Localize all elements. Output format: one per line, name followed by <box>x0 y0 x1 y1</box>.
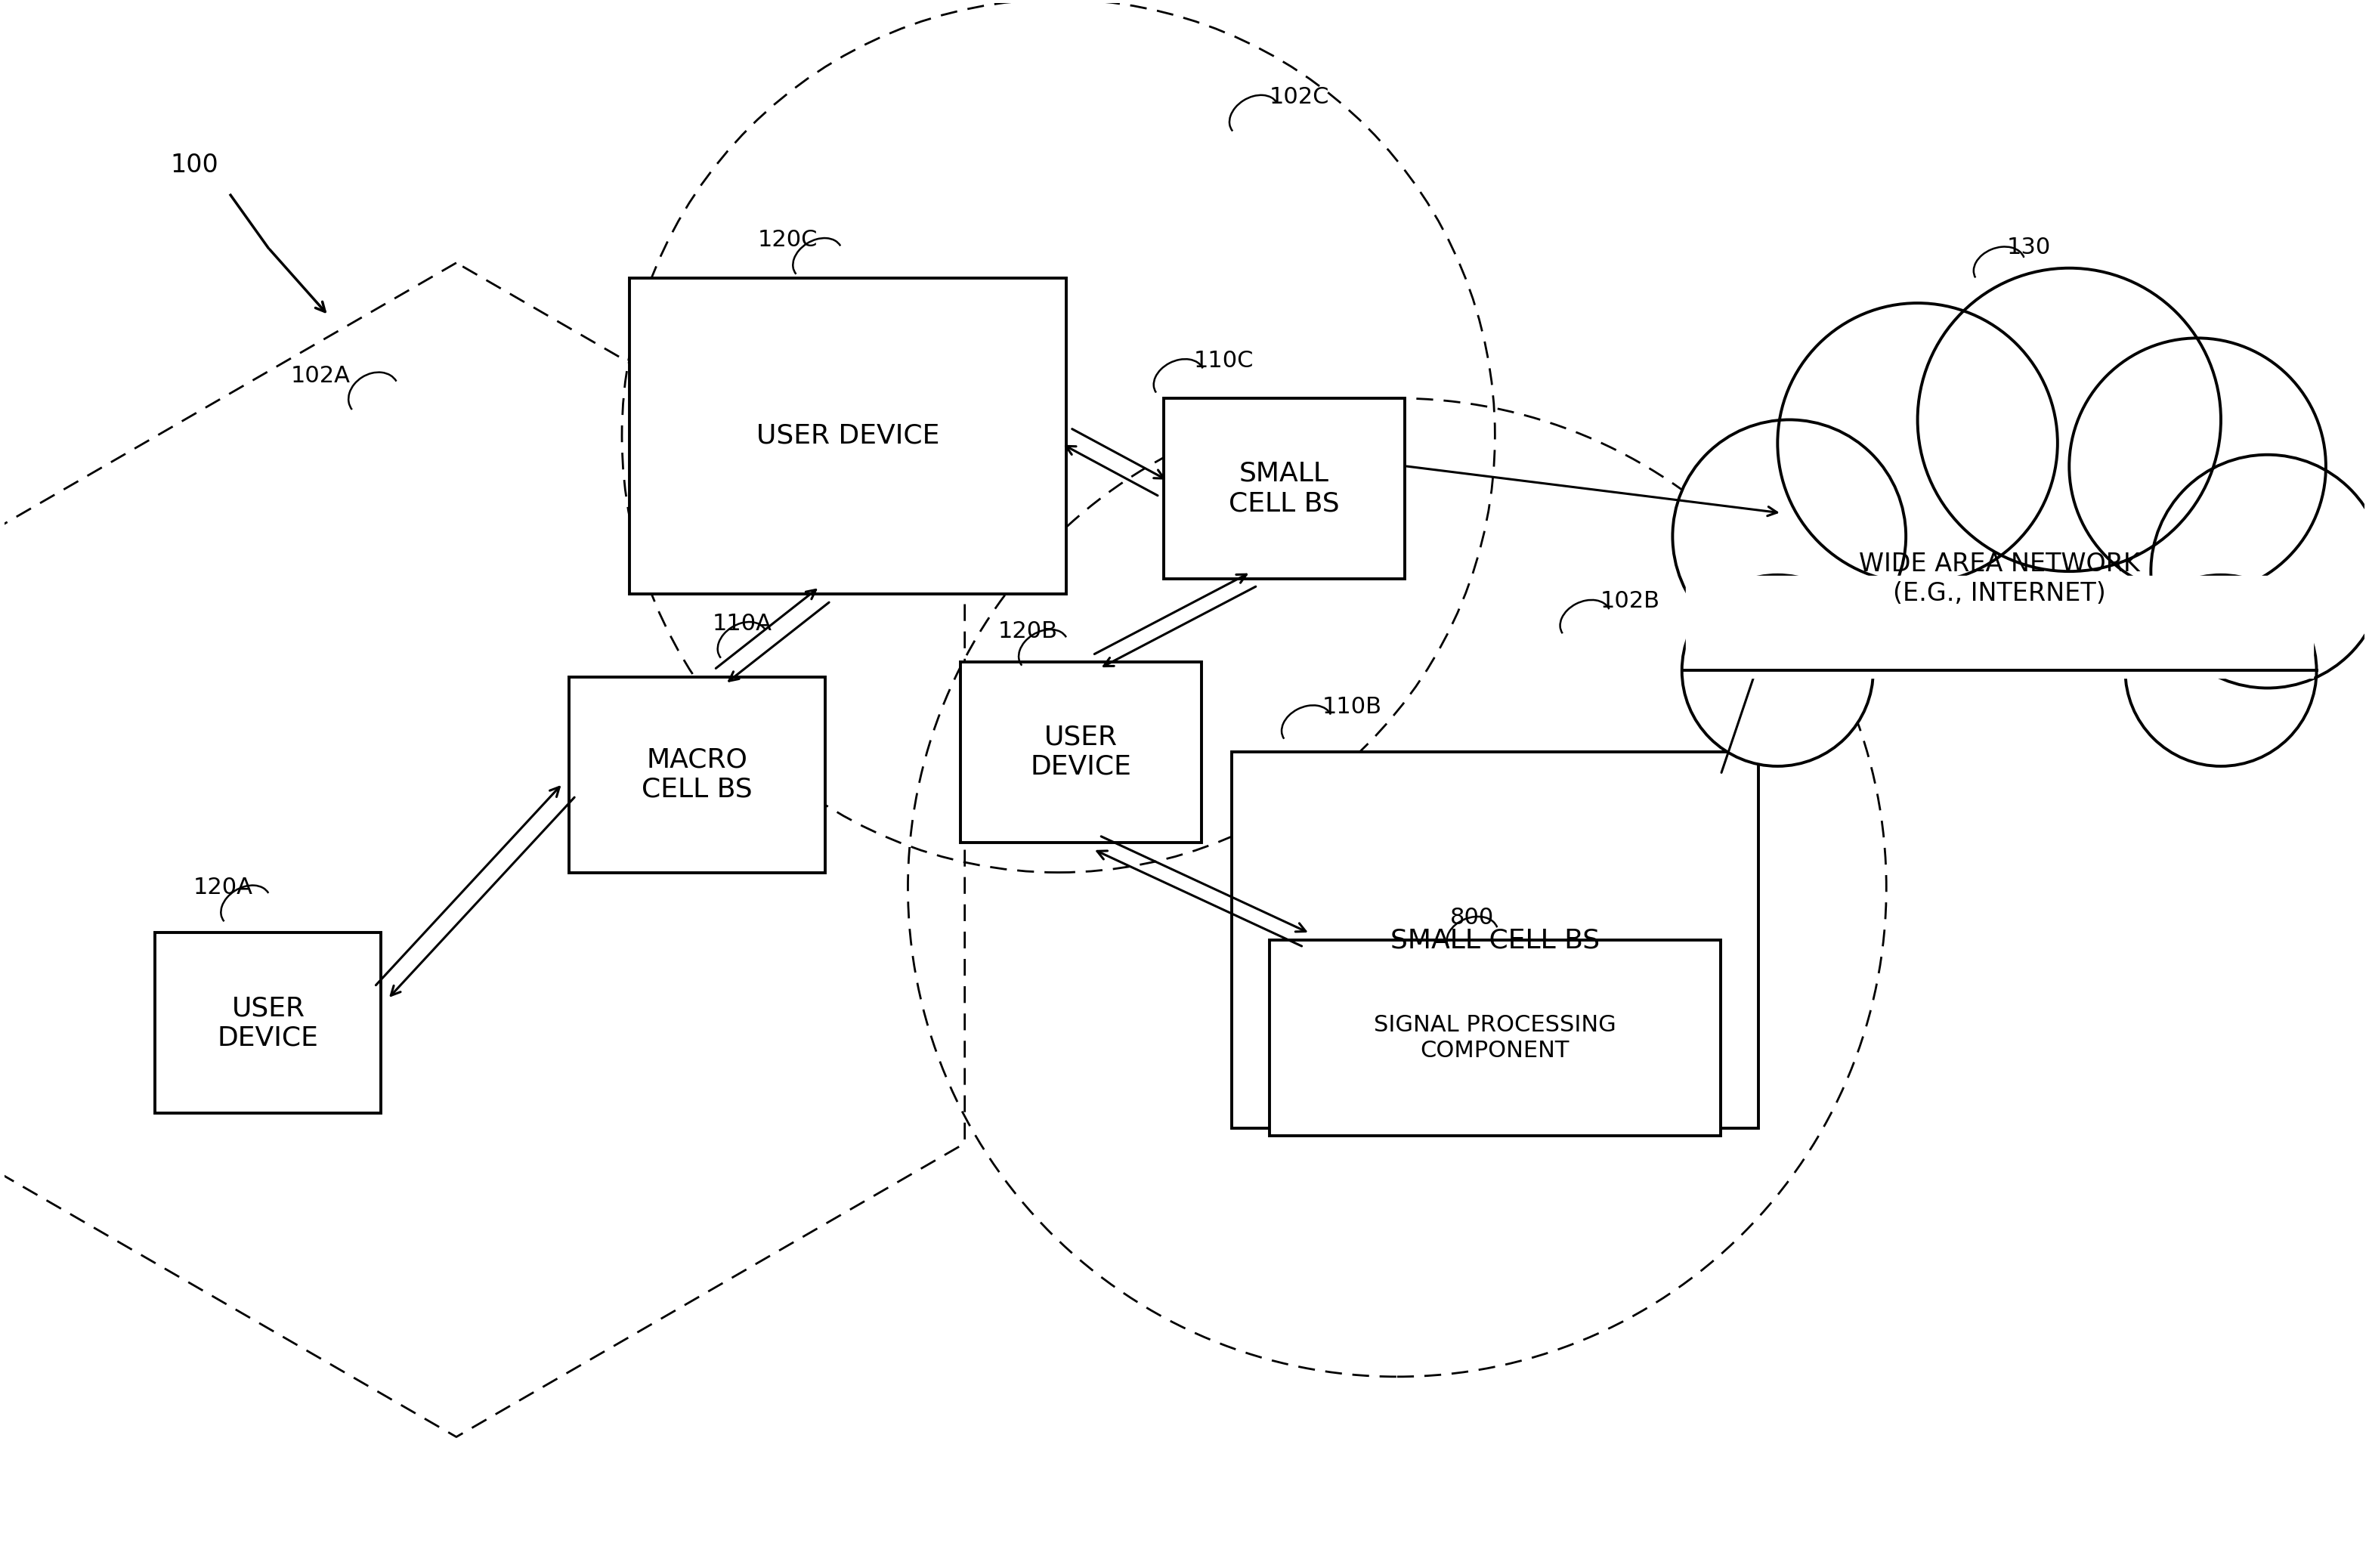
Text: USER
DEVICE: USER DEVICE <box>1031 724 1132 779</box>
FancyBboxPatch shape <box>1232 753 1758 1129</box>
Text: 130: 130 <box>2007 237 2052 259</box>
Text: WIDE AREA NETWORK
(E.G., INTERNET): WIDE AREA NETWORK (E.G., INTERNET) <box>1860 552 2139 605</box>
FancyBboxPatch shape <box>630 278 1066 594</box>
Bar <box>1687 575 2312 677</box>
FancyBboxPatch shape <box>569 677 824 872</box>
Text: 100: 100 <box>171 152 218 177</box>
Circle shape <box>1917 268 2220 571</box>
Text: 102A: 102A <box>291 365 351 387</box>
Text: 120B: 120B <box>997 621 1059 643</box>
Bar <box>1682 533 2317 674</box>
Text: SIGNAL PROCESSING
COMPONENT: SIGNAL PROCESSING COMPONENT <box>1374 1014 1616 1062</box>
FancyBboxPatch shape <box>1270 941 1720 1135</box>
Circle shape <box>2151 455 2369 688</box>
Circle shape <box>1673 420 1907 652</box>
Text: SMALL
CELL BS: SMALL CELL BS <box>1230 461 1338 516</box>
Text: 110B: 110B <box>1322 696 1381 718</box>
FancyBboxPatch shape <box>1163 398 1405 579</box>
Circle shape <box>2068 339 2326 594</box>
Circle shape <box>1682 575 1874 767</box>
Text: 110C: 110C <box>1194 350 1253 372</box>
Text: 110A: 110A <box>713 613 772 635</box>
Circle shape <box>1777 303 2059 583</box>
Text: MACRO
CELL BS: MACRO CELL BS <box>642 746 753 803</box>
Text: USER DEVICE: USER DEVICE <box>756 423 938 448</box>
Text: 102C: 102C <box>1270 86 1329 108</box>
Circle shape <box>2125 575 2317 767</box>
FancyBboxPatch shape <box>156 933 381 1113</box>
Text: 120A: 120A <box>192 877 253 898</box>
Text: 120C: 120C <box>758 229 817 251</box>
Text: USER
DEVICE: USER DEVICE <box>218 996 320 1051</box>
Text: 800: 800 <box>1450 906 1495 928</box>
Text: SMALL CELL BS: SMALL CELL BS <box>1391 927 1599 953</box>
Text: 102B: 102B <box>1601 591 1661 613</box>
FancyBboxPatch shape <box>959 662 1201 842</box>
